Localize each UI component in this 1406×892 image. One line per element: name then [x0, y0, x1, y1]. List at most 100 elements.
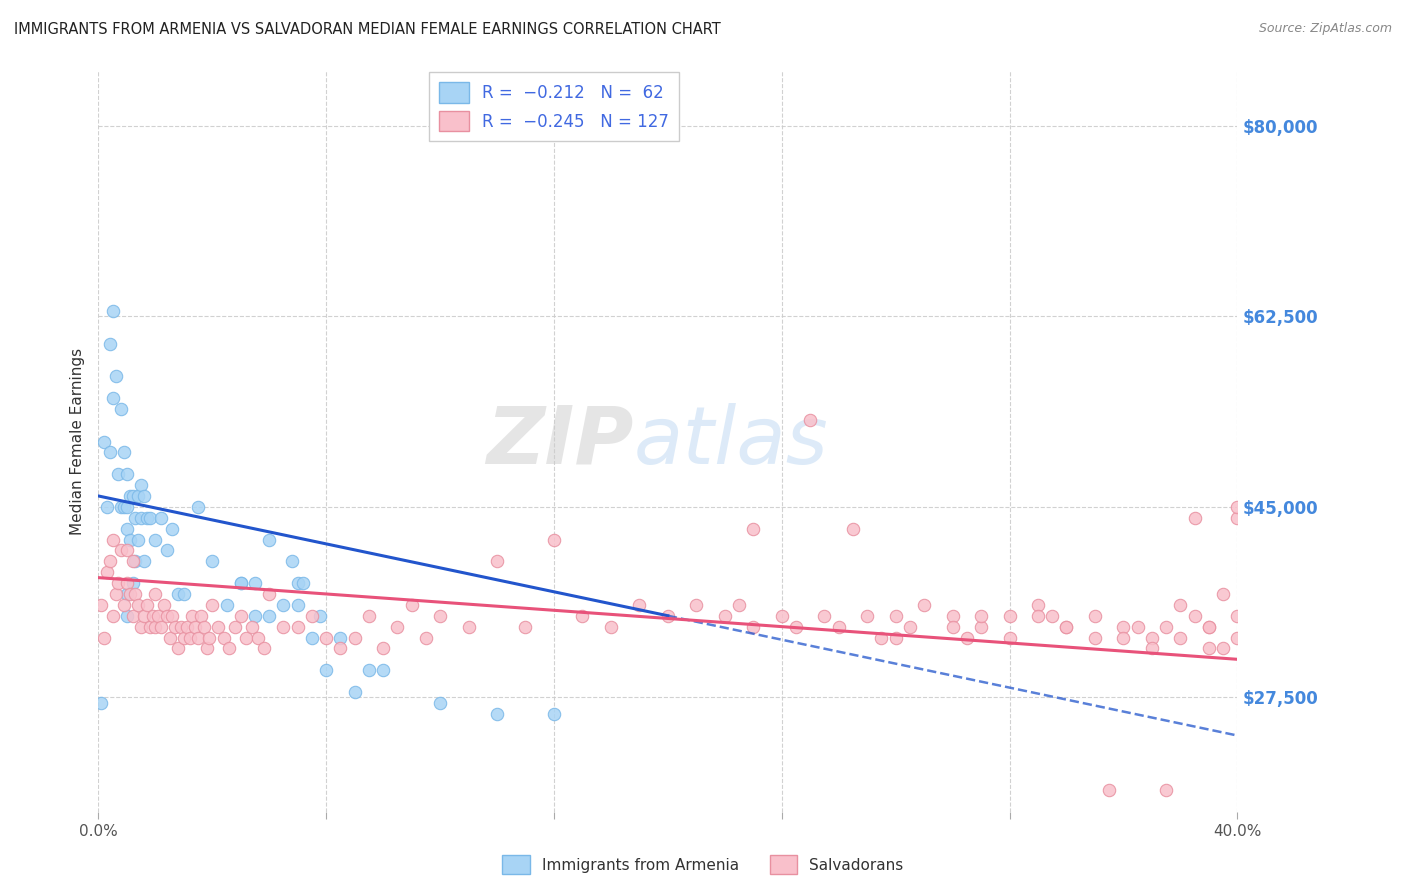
Point — [1198, 619, 1220, 633]
Point — [138, 619, 160, 633]
Point — [129, 478, 152, 492]
Point — [235, 631, 257, 645]
Point — [229, 576, 252, 591]
Point — [215, 598, 238, 612]
Point — [107, 576, 129, 591]
Point — [96, 500, 118, 514]
Point — [115, 587, 138, 601]
Point — [243, 608, 266, 623]
Point — [153, 598, 176, 612]
Point — [107, 467, 129, 482]
Point — [1184, 608, 1206, 623]
Point — [121, 608, 143, 623]
Point — [148, 608, 170, 623]
Point — [870, 631, 893, 645]
Point — [101, 608, 124, 623]
Point — [150, 619, 173, 633]
Point — [543, 533, 565, 547]
Point — [1140, 631, 1163, 645]
Point — [127, 489, 149, 503]
Point — [884, 608, 907, 623]
Point — [167, 641, 190, 656]
Legend: R =  −0.212   N =  62, R =  −0.245   N = 127: R = −0.212 N = 62, R = −0.245 N = 127 — [429, 72, 679, 141]
Point — [118, 587, 141, 601]
Point — [292, 576, 315, 591]
Point — [912, 598, 935, 612]
Point — [1084, 608, 1107, 623]
Point — [173, 587, 195, 601]
Point — [187, 631, 209, 645]
Point — [842, 522, 865, 536]
Point — [301, 631, 323, 645]
Point — [884, 631, 907, 645]
Point — [135, 598, 157, 612]
Point — [1170, 598, 1192, 612]
Point — [90, 696, 112, 710]
Point — [173, 631, 195, 645]
Point — [145, 533, 167, 547]
Point — [195, 641, 218, 656]
Point — [110, 401, 132, 416]
Point — [121, 576, 143, 591]
Point — [104, 587, 127, 601]
Point — [167, 587, 190, 601]
Point — [998, 608, 1021, 623]
Point — [742, 522, 765, 536]
Point — [401, 598, 423, 612]
Point — [273, 619, 295, 633]
Point — [121, 554, 143, 568]
Point — [110, 543, 132, 558]
Point — [187, 500, 209, 514]
Point — [1226, 631, 1249, 645]
Point — [956, 631, 979, 645]
Point — [1098, 783, 1121, 797]
Point — [129, 510, 152, 524]
Point — [150, 510, 173, 524]
Point — [118, 533, 141, 547]
Point — [486, 706, 509, 721]
Point — [124, 587, 146, 601]
Point — [93, 434, 115, 449]
Point — [329, 641, 352, 656]
Point — [970, 608, 993, 623]
Point — [90, 598, 112, 612]
Point — [162, 522, 184, 536]
Point — [181, 608, 204, 623]
Point — [124, 510, 146, 524]
Point — [287, 619, 309, 633]
Text: Source: ZipAtlas.com: Source: ZipAtlas.com — [1258, 22, 1392, 36]
Point — [170, 619, 193, 633]
Point — [243, 576, 266, 591]
Point — [124, 554, 146, 568]
Point — [1112, 631, 1135, 645]
Point — [1126, 619, 1149, 633]
Point — [93, 631, 115, 645]
Point — [112, 445, 135, 459]
Point — [287, 576, 309, 591]
Legend: Immigrants from Armenia, Salvadorans: Immigrants from Armenia, Salvadorans — [496, 849, 910, 880]
Point — [193, 619, 215, 633]
Point — [343, 631, 366, 645]
Point — [1056, 619, 1078, 633]
Point — [141, 608, 163, 623]
Point — [357, 663, 380, 677]
Point — [898, 619, 921, 633]
Point — [315, 631, 337, 645]
Point — [343, 685, 366, 699]
Point — [1056, 619, 1078, 633]
Point — [1084, 631, 1107, 645]
Point — [429, 696, 451, 710]
Point — [1212, 587, 1234, 601]
Text: IMMIGRANTS FROM ARMENIA VS SALVADORAN MEDIAN FEMALE EARNINGS CORRELATION CHART: IMMIGRANTS FROM ARMENIA VS SALVADORAN ME… — [14, 22, 721, 37]
Point — [101, 391, 124, 405]
Point — [138, 510, 160, 524]
Point — [176, 619, 198, 633]
Point — [600, 619, 623, 633]
Point — [101, 533, 124, 547]
Point — [110, 500, 132, 514]
Point — [281, 554, 304, 568]
Point — [1198, 619, 1220, 633]
Point — [1226, 500, 1249, 514]
Point — [118, 489, 141, 503]
Point — [970, 619, 993, 633]
